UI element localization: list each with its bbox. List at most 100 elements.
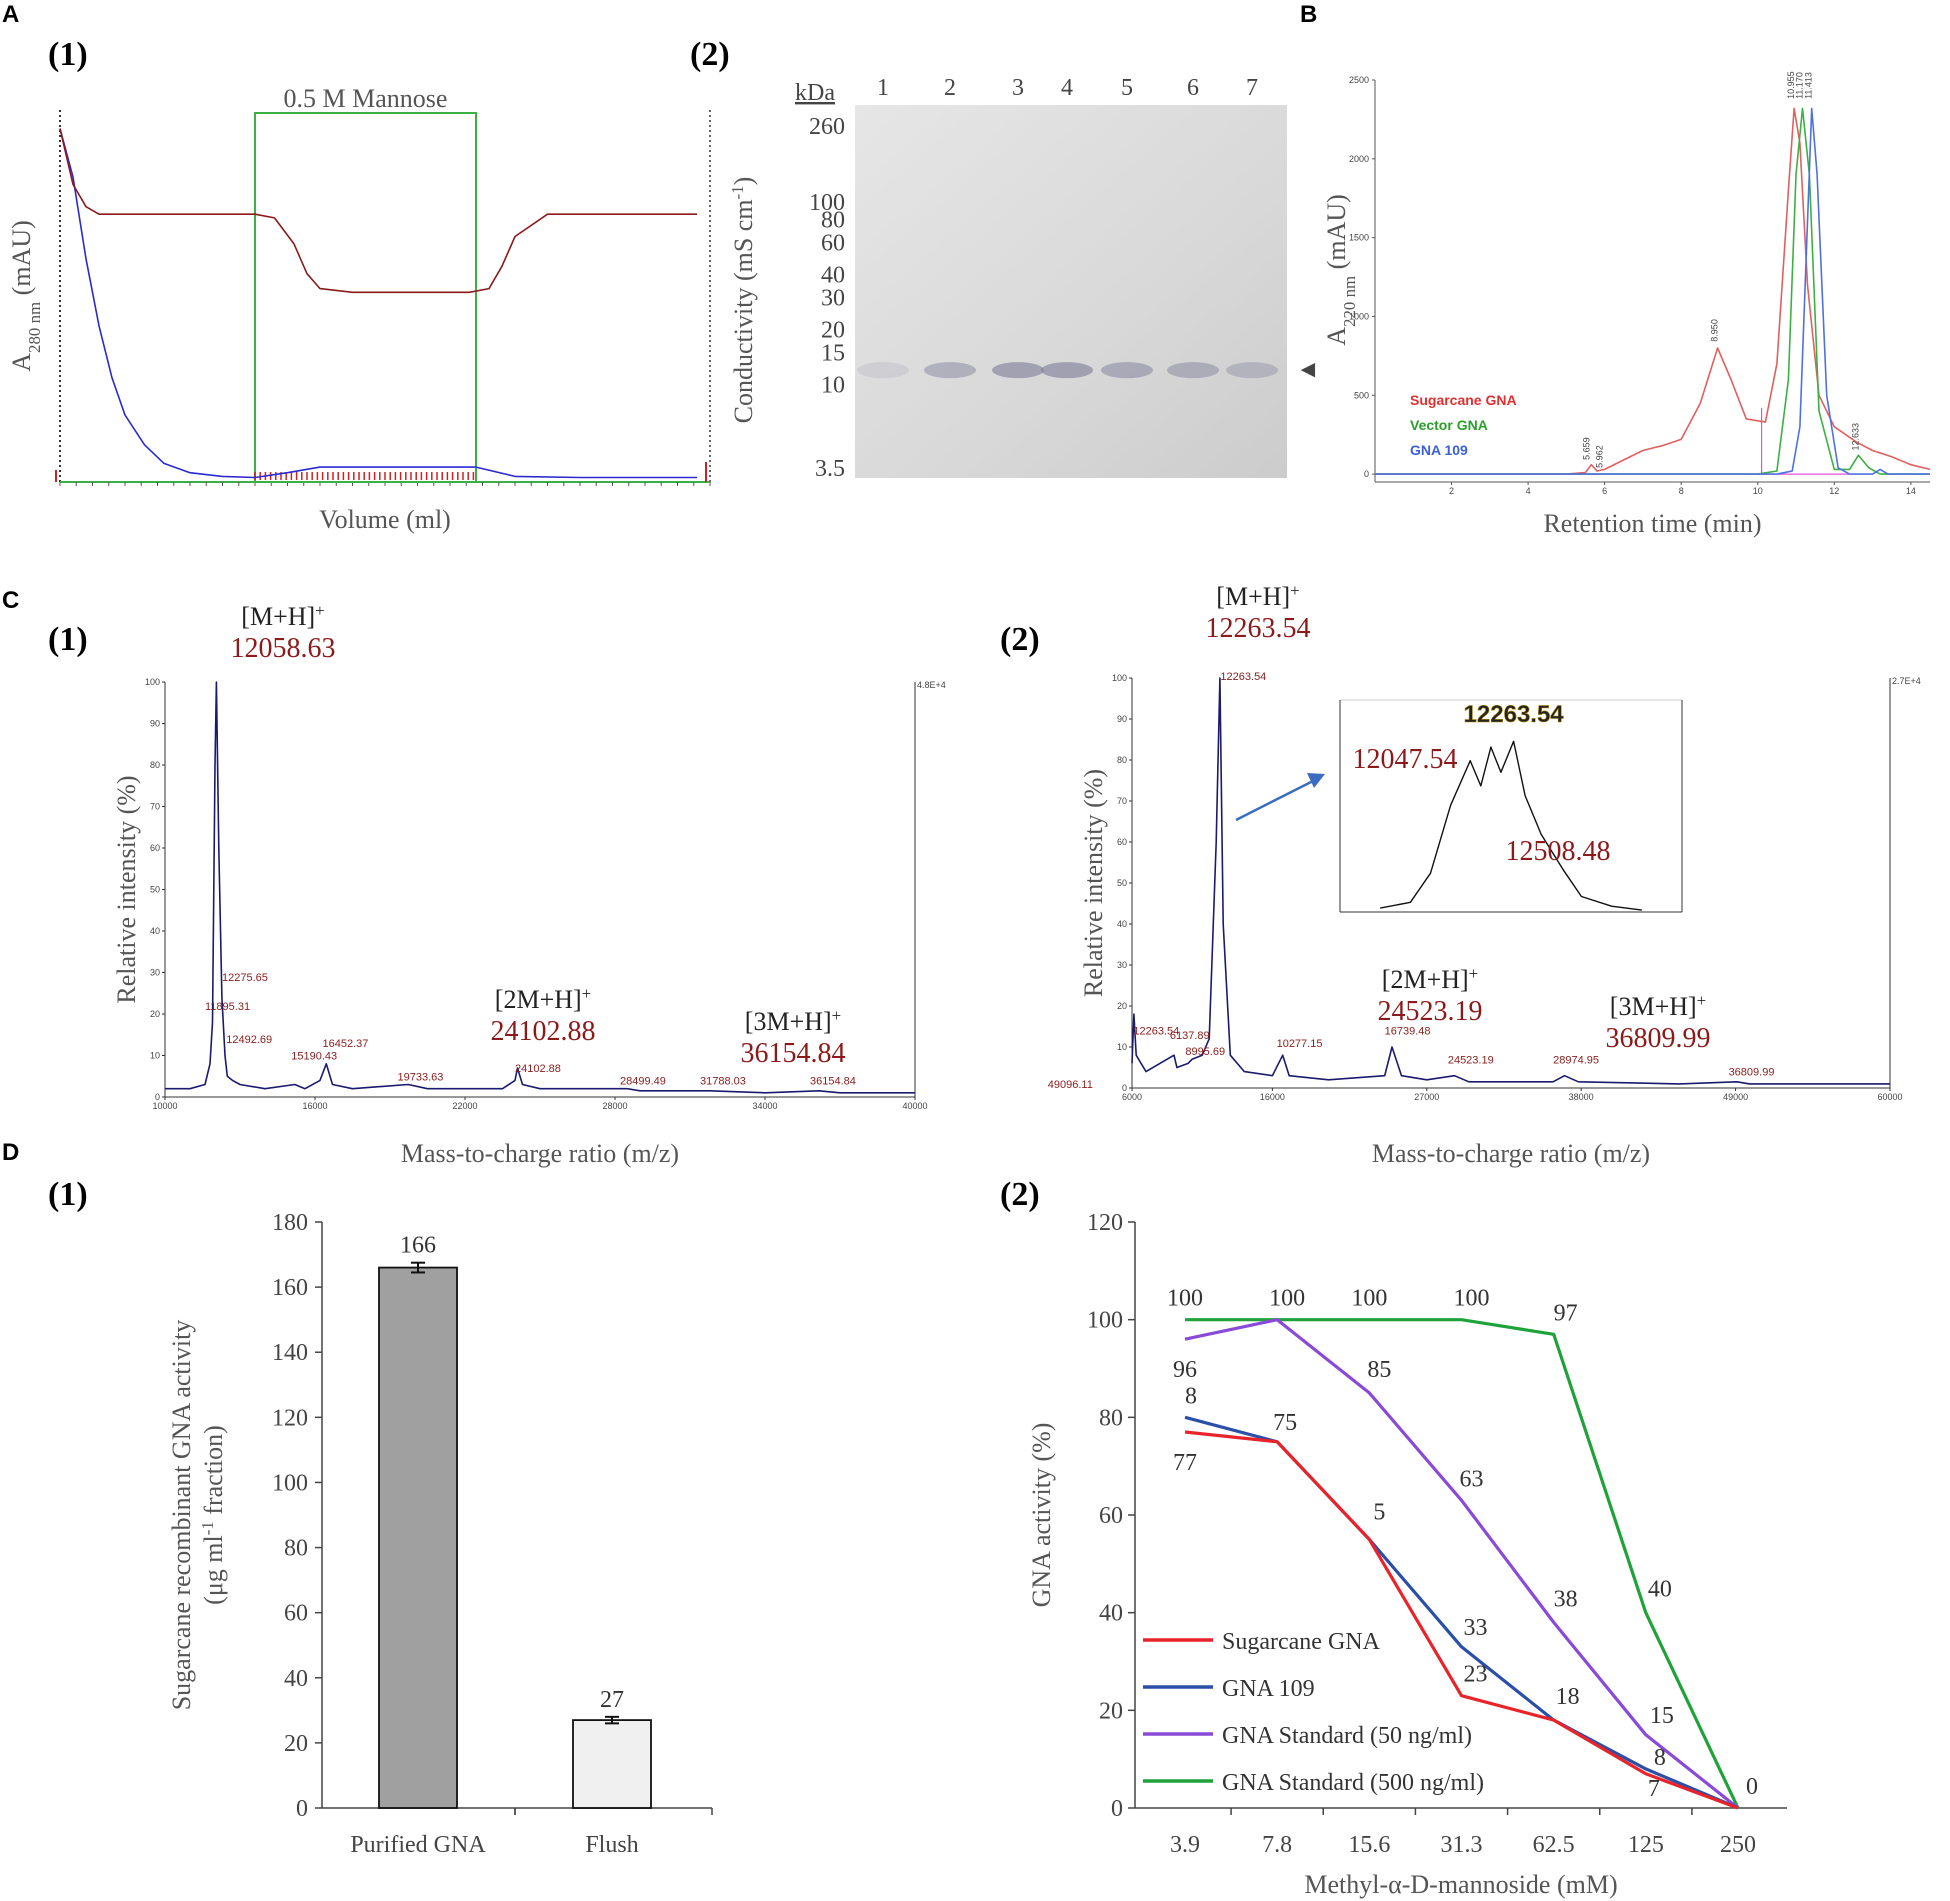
d1-y-label-line2: (μg ml-1 fraction) — [198, 1425, 229, 1605]
d2-y-tick-label: 20 — [1099, 1698, 1123, 1724]
b-y-tick-label: 1000 — [1349, 311, 1369, 321]
d2-legend-label: GNA Standard (500 ng/ml) — [1222, 1770, 1484, 1796]
c2-y-tick-label: 50 — [1117, 878, 1127, 888]
d2-data-label: 38 — [1554, 1586, 1578, 1612]
b-y-tick-label: 1500 — [1349, 233, 1369, 243]
d1-y-tick-label: 0 — [296, 1796, 308, 1822]
c2-y-tick-label: 100 — [1112, 673, 1127, 683]
d2-y-tick-label: 60 — [1099, 1503, 1123, 1529]
a1-mannose-box — [254, 112, 477, 483]
c2-inset-title: 12263.54 — [1464, 701, 1565, 728]
c2-peak-label: 36809.99 — [1729, 1067, 1775, 1079]
d1-x-tick-label: Flush — [585, 1832, 638, 1858]
c2-x-tick-label: 6000 — [1122, 1092, 1142, 1102]
d2-x-tick-label: 62.5 — [1533, 1832, 1575, 1858]
c2-y-tick-label: 30 — [1117, 960, 1127, 970]
c2-inset-label-2: 12508.48 — [1506, 836, 1611, 867]
a1-y-label-right: Conductivity (mS cm-1) — [728, 177, 759, 424]
b-legend-sugarcane-gna: Sugarcane GNA — [1410, 392, 1517, 408]
d2-data-label: 23 — [1464, 1662, 1488, 1688]
c2-spectrum-line — [1131, 677, 1890, 1085]
gel-marker-label: 10 — [821, 373, 845, 399]
b-legend-vector-gna: Vector GNA — [1410, 417, 1488, 433]
d2-data-label: 100 — [1167, 1286, 1203, 1312]
d2-y-label: GNA activity (%) — [1027, 1423, 1056, 1608]
d1-bar-purified-gna — [378, 1266, 458, 1809]
c1-ion-mass: 24102.88 — [491, 1016, 596, 1047]
d2-legend-label: GNA 109 — [1222, 1676, 1315, 1702]
c2-peak-label: 28974.95 — [1553, 1054, 1599, 1066]
gel-band — [1041, 362, 1093, 379]
c2-y-tick-label: 40 — [1117, 919, 1127, 929]
c1-x-tick-label: 28000 — [602, 1101, 627, 1111]
gel-band — [1167, 362, 1219, 379]
d2-data-label: 0 — [1746, 1774, 1758, 1800]
c2-x-tick-label: 27000 — [1414, 1092, 1439, 1102]
c2-ion-mass: 24523.19 — [1378, 996, 1483, 1027]
c1-peak-label: 11895.31 — [205, 1001, 250, 1013]
gel-lane-label: 6 — [1187, 75, 1199, 101]
a1-x-label: Volume (ml) — [319, 505, 451, 534]
b-x-tick-label: 12 — [1829, 486, 1839, 496]
gel-band — [857, 362, 909, 379]
sub-label-c2: (2) — [1000, 621, 1040, 658]
c1-x-tick-label: 16000 — [302, 1101, 327, 1111]
d2-y-tick-label: 80 — [1099, 1405, 1123, 1431]
a1-series-conductivity — [59, 128, 697, 294]
c2-peak-label: 49096.11 — [1048, 1079, 1093, 1091]
c2-ion-mass: 12263.54 — [1206, 613, 1311, 644]
c2-x-tick-label: 60000 — [1877, 1092, 1902, 1102]
gel-marker-label: 20 — [821, 318, 845, 344]
b-y-label: A220 nm (mAU) — [1322, 194, 1359, 346]
gel-band — [1226, 362, 1278, 379]
b-peak-label: 5.962 — [1595, 445, 1605, 468]
gel-band — [924, 362, 976, 379]
gel-band — [992, 362, 1044, 379]
c2-ion-label: [3M+H]+ — [1610, 991, 1706, 1022]
c1-peak-label: 15190.43 — [291, 1051, 337, 1063]
c1-x-tick-label: 34000 — [752, 1101, 777, 1111]
c1-peak-label: 19733.63 — [398, 1071, 444, 1083]
sub-label-a1: (1) — [48, 36, 88, 73]
c1-ion-label: [2M+H]+ — [495, 984, 591, 1015]
c1-y-label: Relative intensity (%) — [112, 775, 141, 1003]
d2-data-label: 8 — [1654, 1745, 1666, 1771]
c2-y-tick-label: 80 — [1117, 755, 1127, 765]
c2-y-label: Relative intensity (%) — [1079, 769, 1108, 997]
b-y-tick-label: 0 — [1364, 469, 1369, 479]
c2-x-tick-label: 38000 — [1569, 1092, 1594, 1102]
d2-data-label: 40 — [1648, 1577, 1672, 1603]
sub-label-c1: (1) — [48, 621, 88, 658]
gel-marker-label: 80 — [821, 208, 845, 234]
d1-y-tick-label: 140 — [272, 1340, 308, 1366]
b-x-tick-label: 6 — [1602, 486, 1607, 496]
gel-marker-label: 60 — [821, 230, 845, 256]
b-x-label: Retention time (min) — [1543, 509, 1761, 538]
gel-image — [855, 105, 1287, 478]
d2-data-label: 75 — [1273, 1410, 1297, 1436]
d2-data-label: 33 — [1464, 1615, 1488, 1641]
a1-y-label-left: A280 nm (mAU) — [7, 220, 44, 372]
panel-letter-a: A — [2, 1, 19, 28]
b-legend-gna-109: GNA 109 — [1410, 442, 1468, 458]
d2-legend-label: Sugarcane GNA — [1222, 1629, 1381, 1655]
d2-series-sugarcane-gna — [1184, 1430, 1739, 1810]
b-peak-label: 5.659 — [1581, 437, 1591, 460]
c2-zoom-arrow-line — [1235, 778, 1316, 822]
d2-x-tick-label: 250 — [1720, 1832, 1756, 1858]
c2-peak-label: 10277.15 — [1277, 1038, 1323, 1050]
c2-ion-label: [M+H]+ — [1216, 581, 1299, 612]
d2-series-gna-standard-50-ng-ml- — [1184, 1318, 1739, 1810]
gel-marker-label: 100 — [809, 190, 845, 216]
b-peak-label: 8.950 — [1710, 319, 1720, 342]
c2-peak-label: 12263.54 — [1133, 1026, 1179, 1038]
gel-marker-label: 30 — [821, 285, 845, 311]
c1-ion-label: [M+H]+ — [241, 601, 324, 632]
sub-label-d1: (1) — [48, 1176, 88, 1213]
b-x-tick-label: 8 — [1679, 486, 1684, 496]
d1-value-label: 166 — [400, 1233, 436, 1259]
gel-marker-label: 40 — [821, 263, 845, 289]
sub-label-d2: (2) — [1000, 1176, 1040, 1213]
gel-lane-label: 3 — [1012, 75, 1024, 101]
